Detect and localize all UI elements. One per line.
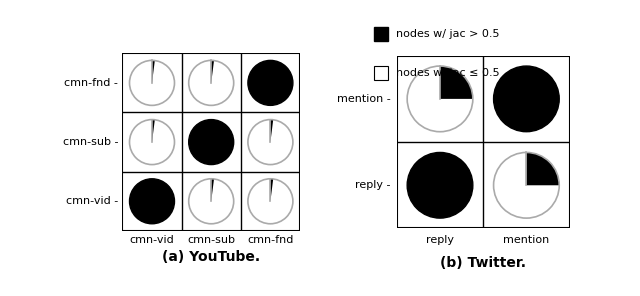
Text: mention: mention xyxy=(503,234,550,244)
Text: cmn-fnd -: cmn-fnd - xyxy=(65,78,118,88)
Wedge shape xyxy=(211,60,214,83)
Text: reply -: reply - xyxy=(355,180,391,190)
Text: mention -: mention - xyxy=(337,94,391,104)
Wedge shape xyxy=(152,60,155,83)
Text: cmn-sub: cmn-sub xyxy=(187,235,236,245)
Wedge shape xyxy=(211,179,214,201)
Text: cmn-sub -: cmn-sub - xyxy=(63,137,118,147)
Circle shape xyxy=(493,66,559,132)
Text: (a) YouTube.: (a) YouTube. xyxy=(162,250,260,264)
Circle shape xyxy=(189,179,234,224)
Text: cmn-vid -: cmn-vid - xyxy=(66,196,118,206)
Circle shape xyxy=(129,120,175,165)
Text: nodes w/ jac ≤ 0.5: nodes w/ jac ≤ 0.5 xyxy=(396,68,500,78)
Circle shape xyxy=(407,66,473,132)
Wedge shape xyxy=(527,152,559,185)
Text: cmn-fnd: cmn-fnd xyxy=(247,235,294,245)
Text: reply: reply xyxy=(426,234,454,244)
Circle shape xyxy=(248,179,293,224)
Wedge shape xyxy=(152,120,155,142)
Circle shape xyxy=(407,152,473,218)
Circle shape xyxy=(248,60,293,105)
Circle shape xyxy=(189,120,234,165)
Circle shape xyxy=(189,60,234,105)
Text: (b) Twitter.: (b) Twitter. xyxy=(440,256,526,270)
Circle shape xyxy=(129,60,175,105)
Wedge shape xyxy=(270,179,273,201)
Text: cmn-vid: cmn-vid xyxy=(130,235,174,245)
Circle shape xyxy=(129,179,175,224)
Wedge shape xyxy=(270,120,273,142)
Wedge shape xyxy=(440,66,473,99)
Circle shape xyxy=(248,120,293,165)
Text: nodes w/ jac > 0.5: nodes w/ jac > 0.5 xyxy=(396,29,500,39)
Circle shape xyxy=(493,152,559,218)
